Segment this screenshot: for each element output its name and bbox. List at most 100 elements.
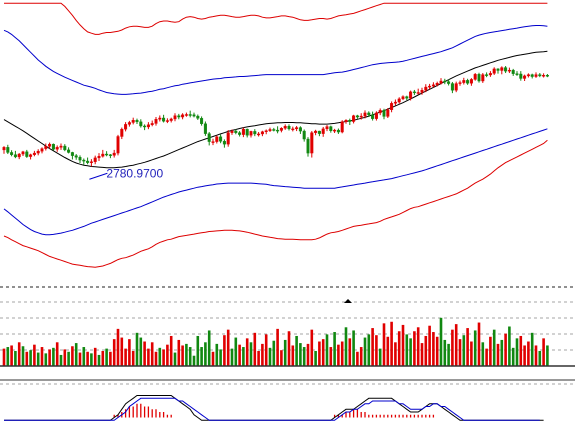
candle-body [93,157,97,162]
candle [207,132,211,146]
candle-body [29,154,33,157]
candle [352,114,356,124]
candle-body [469,79,473,84]
volume-bar [242,347,245,366]
candle [504,66,508,74]
candle-body [207,133,211,142]
candle [192,112,196,118]
candle [295,125,299,132]
candle [143,124,147,131]
candle-body [89,161,93,163]
candle [488,71,492,77]
candle-body [317,130,321,134]
candle [363,110,367,119]
candle [443,78,447,85]
candle [222,139,226,148]
candle-body [435,83,439,86]
volume-bar [257,350,260,366]
candle-body [500,67,504,71]
candle-body [154,119,158,124]
candle [393,99,397,106]
candle [321,126,325,137]
candle-body [538,74,542,77]
volume-bar [21,346,25,366]
volume-bar [63,349,67,366]
volume-bar [40,347,44,366]
candle-body [439,80,443,84]
candle [317,130,321,137]
candle-body [32,152,36,155]
volume-bar [470,341,473,366]
candle-body [112,152,116,156]
candle [249,130,253,138]
candle [526,73,530,78]
volume-bar [234,337,238,366]
candle-body [409,91,413,99]
volume-bar [192,355,196,366]
volume-bar [131,350,135,366]
candle [82,158,86,165]
candle [348,118,352,126]
volume-bar [325,334,329,366]
candle [386,108,390,118]
volume-bar [401,324,405,366]
candle-body [450,83,454,91]
candle [165,118,169,124]
candle [112,149,116,158]
candle [485,72,489,78]
volume-bar [200,347,203,366]
candle [374,111,378,121]
volume-bar [261,343,264,366]
candle-body [219,136,223,142]
candle-body [314,130,318,133]
lower-inner-band-line [3,128,548,236]
volume-bar [162,349,165,366]
candle [367,111,371,118]
candle-body [192,114,196,117]
candle-body [139,121,143,127]
volume-panel [0,286,575,367]
candle [333,128,337,133]
candle-body [196,115,200,119]
candle-body [485,74,489,76]
volume-bar [390,321,393,366]
volume-bar [150,342,154,366]
candle-body [371,114,375,119]
candle-body [367,112,371,116]
candle [538,73,542,78]
candle [302,129,306,142]
candle-body [454,83,458,91]
candle-body [21,151,25,155]
candle [260,130,264,137]
candle-body [443,80,447,83]
candle [32,150,36,157]
candle-body [184,114,188,116]
volume-bar [329,347,333,366]
candle [291,126,295,132]
candle-body [169,118,173,121]
candle-body [321,128,325,134]
volume-bar [6,347,10,366]
candle [500,66,504,75]
price-panel: 2780.9700 [2,2,549,268]
candle-body [428,85,432,88]
volume-bar [428,325,431,366]
volume-bar [59,354,63,366]
candle [530,73,534,79]
volume-bar [447,343,450,366]
candle-body [291,128,295,131]
candle-body [344,120,348,123]
candle [184,112,188,117]
volume-bar [314,350,317,366]
candle-body [211,141,215,143]
volume-bar [291,345,295,366]
volume-bar [519,335,523,366]
volume-bar [166,344,169,366]
candle-body [105,153,109,156]
triangle-marker-icon [344,299,352,303]
candle-body [488,73,492,76]
candle [17,153,21,160]
candle-body [74,155,78,158]
